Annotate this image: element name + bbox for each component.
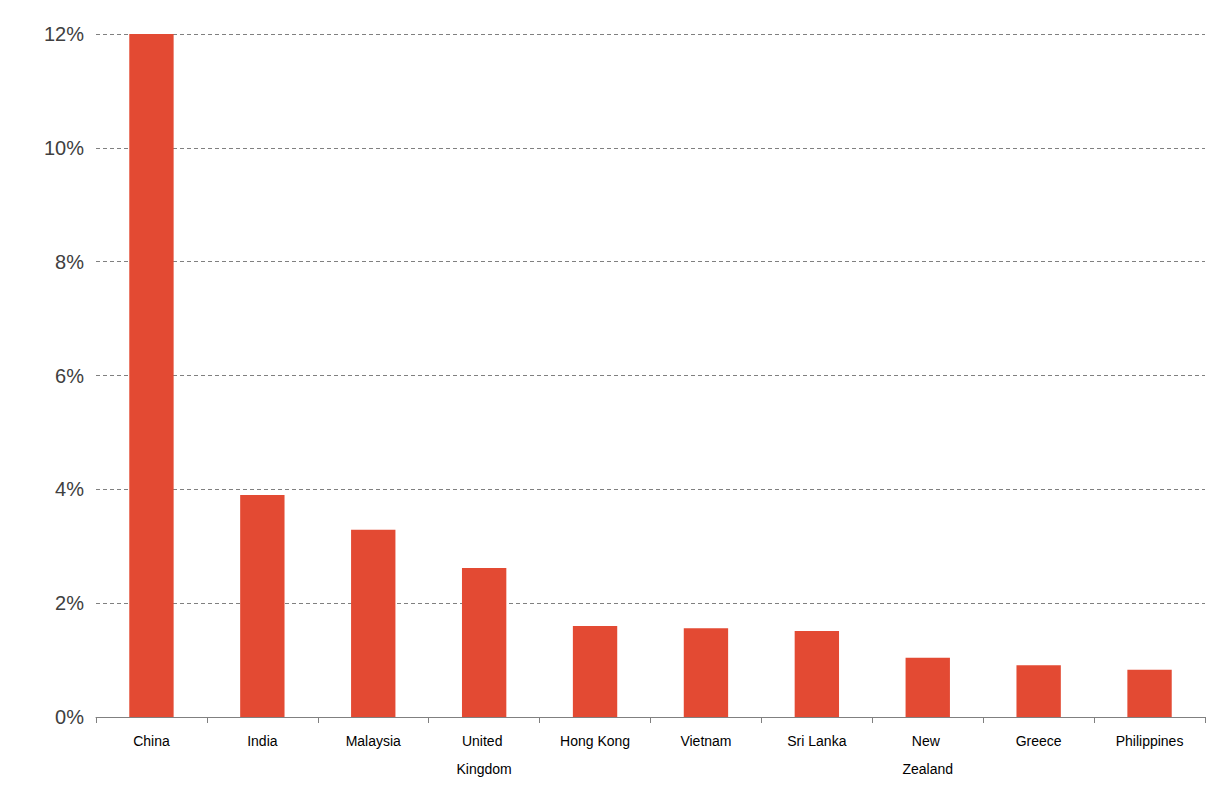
svg-text:Malaysia: Malaysia bbox=[346, 733, 401, 749]
svg-text:Sri Lanka: Sri Lanka bbox=[787, 733, 846, 749]
svg-text:Philippines: Philippines bbox=[1116, 733, 1184, 749]
svg-text:4%: 4% bbox=[55, 478, 84, 500]
svg-text:Zealand: Zealand bbox=[902, 761, 953, 777]
svg-text:8%: 8% bbox=[55, 251, 84, 273]
svg-text:10%: 10% bbox=[44, 137, 84, 159]
svg-text:2%: 2% bbox=[55, 592, 84, 614]
svg-text:Kingdom: Kingdom bbox=[457, 761, 512, 777]
svg-text:United: United bbox=[462, 733, 506, 749]
svg-text:India: India bbox=[247, 733, 278, 749]
svg-text:12%: 12% bbox=[44, 23, 84, 45]
svg-text:Greece: Greece bbox=[1016, 733, 1062, 749]
svg-text:New: New bbox=[912, 733, 944, 749]
svg-text:Hong Kong: Hong Kong bbox=[560, 733, 630, 749]
svg-text:0%: 0% bbox=[55, 706, 84, 728]
svg-text:China: China bbox=[133, 733, 170, 749]
svg-text:Vietnam: Vietnam bbox=[680, 733, 731, 749]
svg-text:6%: 6% bbox=[55, 365, 84, 387]
